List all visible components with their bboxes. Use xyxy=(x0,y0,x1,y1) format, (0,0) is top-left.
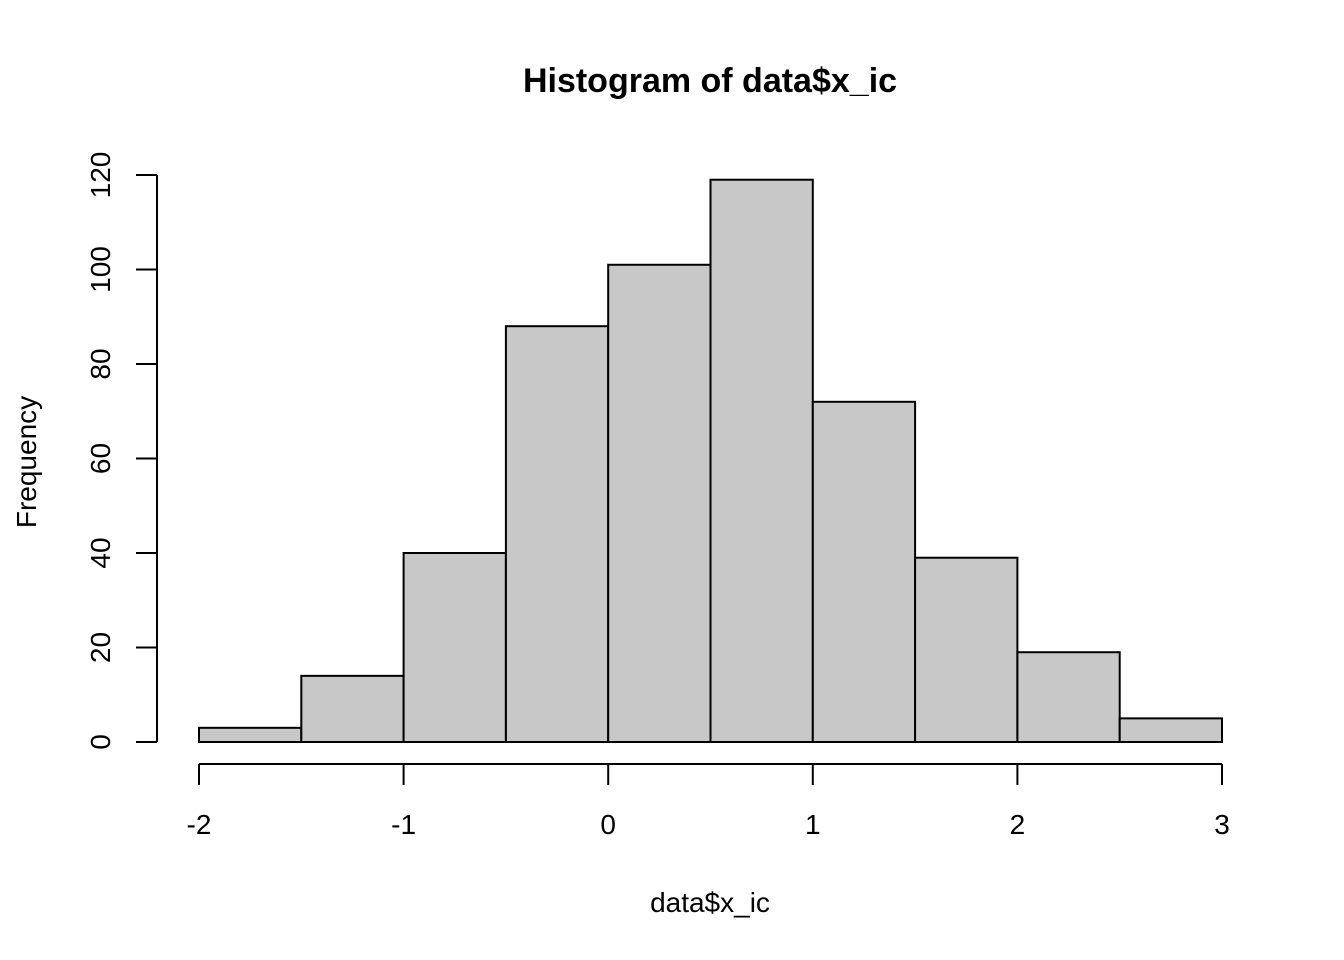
histogram-bar xyxy=(300,674,405,743)
x-tick-label: 2 xyxy=(1010,809,1026,840)
y-tick-label: 80 xyxy=(85,348,116,379)
x-axis-label: data$x_ic xyxy=(650,887,770,918)
histogram-bar xyxy=(709,178,814,744)
x-tick-label: 0 xyxy=(600,809,616,840)
histogram-bar xyxy=(811,400,917,743)
x-axis: -2 -1 0 1 2 3 xyxy=(187,763,1230,840)
chart-title: Histogram of data$x_ic xyxy=(523,62,897,100)
y-axis: 0 20 40 60 80 100 120 xyxy=(85,152,158,750)
x-tick-label: -2 xyxy=(187,809,212,840)
histogram-bar xyxy=(607,263,712,743)
y-tick-label: 100 xyxy=(85,246,116,293)
histogram-bar xyxy=(1118,717,1223,743)
y-tick-label: 0 xyxy=(85,734,116,750)
x-tick-label: 3 xyxy=(1214,809,1230,840)
histogram-bar xyxy=(504,325,610,743)
histogram-bar xyxy=(1016,651,1121,743)
y-tick-label: 20 xyxy=(85,632,116,663)
bars-group xyxy=(198,178,1223,744)
histogram-bar xyxy=(198,726,303,744)
histogram-bar xyxy=(914,556,1019,743)
y-axis-label: Frequency xyxy=(11,396,42,528)
x-tick-label: 1 xyxy=(805,809,821,840)
y-tick-label: 120 xyxy=(85,152,116,199)
y-tick-label: 40 xyxy=(85,537,116,568)
histogram-bar xyxy=(402,552,507,743)
x-tick-label: -1 xyxy=(391,809,416,840)
y-tick-label: 60 xyxy=(85,443,116,474)
